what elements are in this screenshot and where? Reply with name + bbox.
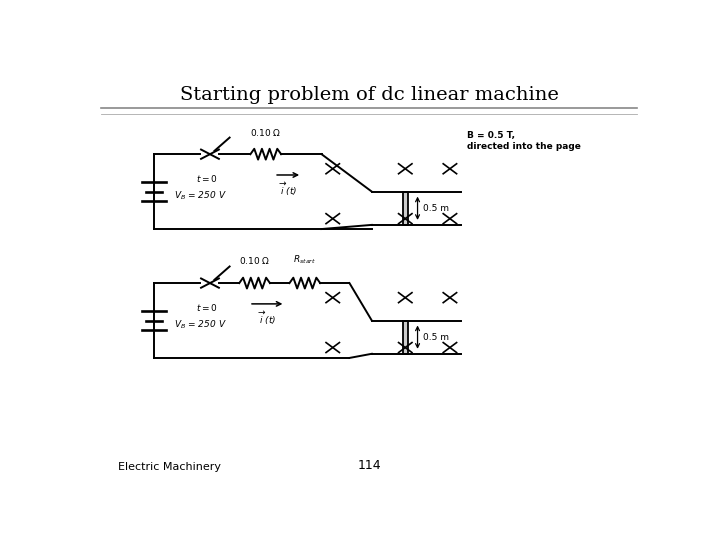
Text: $\overrightarrow{i}$ (t): $\overrightarrow{i}$ (t) xyxy=(279,181,297,198)
Text: $V_B$ = 250 V: $V_B$ = 250 V xyxy=(174,190,226,202)
Text: 0.10 $\Omega$: 0.10 $\Omega$ xyxy=(239,255,270,266)
Text: $t=0$: $t=0$ xyxy=(197,302,218,313)
Text: 0.10 $\Omega$: 0.10 $\Omega$ xyxy=(250,126,282,138)
Text: $R_{start}$: $R_{start}$ xyxy=(293,254,316,266)
Text: 0.5 m: 0.5 m xyxy=(423,204,449,213)
Text: $\overrightarrow{i}$ (t): $\overrightarrow{i}$ (t) xyxy=(258,310,276,327)
Text: 114: 114 xyxy=(357,460,381,472)
Text: $V_B$ = 250 V: $V_B$ = 250 V xyxy=(174,319,226,331)
Bar xyxy=(402,192,408,225)
Text: Electric Machinery: Electric Machinery xyxy=(118,462,221,472)
Text: $t=0$: $t=0$ xyxy=(197,173,218,184)
Text: 0.5 m: 0.5 m xyxy=(423,333,449,342)
Text: B = 0.5 T,
directed into the page: B = 0.5 T, directed into the page xyxy=(467,131,580,151)
Text: Starting problem of dc linear machine: Starting problem of dc linear machine xyxy=(179,85,559,104)
Bar xyxy=(402,321,408,354)
